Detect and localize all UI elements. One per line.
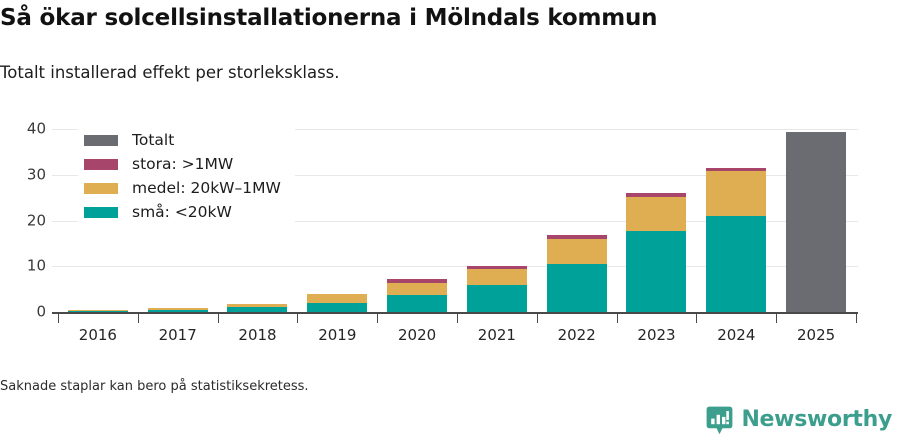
x-axis-tick <box>217 314 219 323</box>
gridline <box>52 129 858 131</box>
y-axis-tick-label: 10 <box>26 256 46 275</box>
x-axis-tick-label: 2021 <box>477 326 516 344</box>
bar-segment-medel[interactable] <box>546 238 607 264</box>
legend-label: Totalt <box>132 131 175 149</box>
y-axis-tick-label: 30 <box>26 165 46 184</box>
page-title: Så ökar solcellsinstallationerna i Mölnd… <box>0 5 658 31</box>
bar-group[interactable] <box>457 120 537 312</box>
bars-plot-area <box>58 120 856 312</box>
bar-stack[interactable] <box>466 266 527 312</box>
bar-segment-stora[interactable] <box>626 193 687 197</box>
x-axis-tick-label: 2025 <box>797 326 836 344</box>
x-axis-tick-label: 2016 <box>78 326 117 344</box>
bar-segment-sma[interactable] <box>67 311 128 312</box>
gridline <box>52 220 858 222</box>
x-axis-tick-label: 2020 <box>398 326 437 344</box>
bar-segment-sma[interactable] <box>466 284 527 312</box>
x-axis-tick <box>297 314 299 323</box>
newsworthy-logo: Newsworthy <box>706 405 892 435</box>
bar-stack[interactable] <box>706 168 767 312</box>
legend-swatch-stora <box>84 158 118 170</box>
y-axis-tick-label: 20 <box>26 211 46 230</box>
x-axis-tick-label: 2019 <box>318 326 357 344</box>
x-axis-baseline <box>52 312 858 314</box>
bar-segment-sma[interactable] <box>706 216 767 312</box>
x-axis-tick <box>377 314 379 323</box>
bar-stack[interactable] <box>626 193 687 312</box>
y-axis-tick-label: 0 <box>36 302 46 321</box>
bar-segment-medel[interactable] <box>307 294 368 303</box>
bar-group[interactable] <box>297 120 377 312</box>
legend-swatch-totalt <box>84 134 118 146</box>
x-axis-tick <box>58 314 59 323</box>
legend-swatch-medel <box>84 182 118 194</box>
y-axis: 0 10 20 30 40 <box>0 119 46 319</box>
chart-subtitle: Totalt installerad effekt per storlekskl… <box>0 63 340 82</box>
bar-segment-sma[interactable] <box>626 230 687 312</box>
bar-group[interactable] <box>138 120 218 312</box>
x-axis-tick <box>696 314 698 323</box>
bar-segment-stora[interactable] <box>546 235 607 239</box>
bar-stack[interactable] <box>387 278 448 312</box>
gridline <box>52 174 858 176</box>
bar-group[interactable] <box>696 120 776 312</box>
bar-group[interactable] <box>776 120 856 312</box>
bar-segment-sma[interactable] <box>387 294 448 312</box>
newsworthy-wordmark: Newsworthy <box>741 407 892 432</box>
legend-item-stora[interactable]: stora: >1MW <box>84 152 281 176</box>
chart-footnote: Saknade staplar kan bero på statistiksek… <box>0 379 309 394</box>
bar-segment-medel[interactable] <box>706 171 767 216</box>
x-axis-tick-label: 2022 <box>557 326 596 344</box>
bar-segment-sma[interactable] <box>307 302 368 312</box>
legend-item-medel[interactable]: medel: 20kW–1MW <box>84 176 281 200</box>
bar-segment-medel[interactable] <box>227 303 288 308</box>
bar-segment-medel[interactable] <box>466 268 527 285</box>
x-axis-tick <box>856 314 857 323</box>
bar-segment-sma[interactable] <box>227 307 288 312</box>
chart-plot-wrapper: 0 10 20 30 40 2016 2017 2018 2019 2020 2021 2022 20… <box>0 120 900 355</box>
x-axis-tick <box>776 314 778 323</box>
x-axis-tick-label: 2024 <box>717 326 756 344</box>
bar-group[interactable] <box>537 120 617 312</box>
bar-group[interactable] <box>218 120 298 312</box>
chart-legend: Totalt stora: >1MW medel: 20kW–1MW små: <20… <box>78 124 295 230</box>
bar-segment-totalt[interactable] <box>786 131 847 312</box>
legend-label: stora: >1MW <box>132 155 234 173</box>
legend-item-sma[interactable]: små: <20kW <box>84 200 281 224</box>
bar-stack[interactable] <box>67 310 128 312</box>
bar-group[interactable] <box>617 120 697 312</box>
bar-stack[interactable] <box>147 307 208 312</box>
bar-stack[interactable] <box>786 131 847 312</box>
bar-segment-medel[interactable] <box>67 310 128 311</box>
x-axis: 2016 2017 2018 2019 2020 2021 2022 2023 2024 2025 <box>58 314 857 354</box>
bar-stack[interactable] <box>546 235 607 312</box>
x-axis-tick <box>616 314 618 323</box>
bar-segment-medel[interactable] <box>626 196 687 231</box>
bar-stack[interactable] <box>307 294 368 312</box>
x-axis-tick-label: 2018 <box>238 326 277 344</box>
legend-item-totalt[interactable]: Totalt <box>84 128 281 152</box>
bar-segment-medel[interactable] <box>387 283 448 295</box>
bar-segment-stora[interactable] <box>466 266 527 269</box>
bar-group[interactable] <box>377 120 457 312</box>
gridline <box>52 266 858 268</box>
bar-segment-sma[interactable] <box>546 264 607 312</box>
x-axis-tick-label: 2017 <box>158 326 197 344</box>
x-axis-tick-label: 2023 <box>637 326 676 344</box>
legend-label: medel: 20kW–1MW <box>132 179 281 197</box>
y-axis-tick-label: 40 <box>26 119 46 138</box>
legend-swatch-sma <box>84 206 118 218</box>
bar-segment-stora[interactable] <box>387 278 448 284</box>
bar-segment-medel[interactable] <box>147 307 208 311</box>
newsworthy-bar-chart-bubble-icon <box>707 406 733 434</box>
legend-label: små: <20kW <box>132 203 232 221</box>
bar-segment-stora[interactable] <box>706 168 767 172</box>
x-axis-tick <box>457 314 458 323</box>
x-axis-tick <box>536 314 538 323</box>
bar-group[interactable] <box>58 120 138 312</box>
bar-segment-sma[interactable] <box>147 310 208 312</box>
x-axis-tick <box>137 314 139 323</box>
bar-stack[interactable] <box>227 303 288 312</box>
